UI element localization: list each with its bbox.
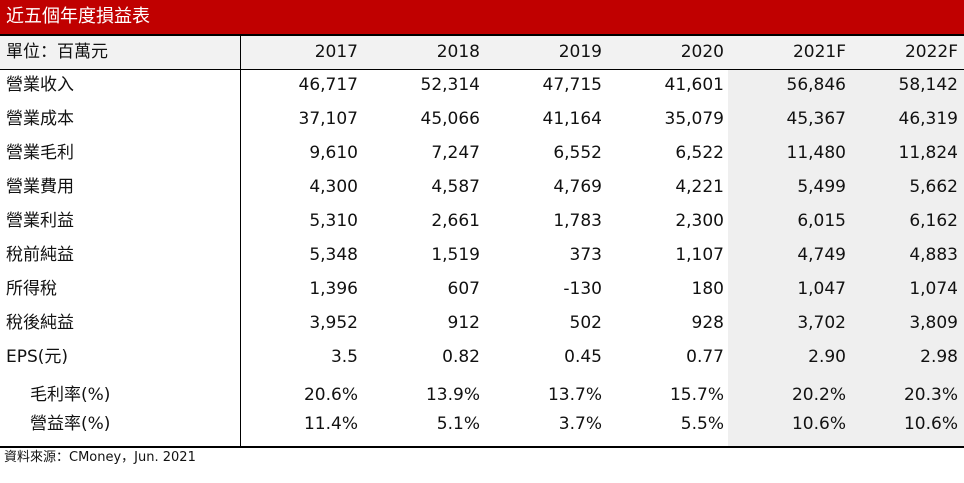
table-cell: 11,480	[786, 143, 846, 163]
table-cell: 1,074	[909, 279, 958, 299]
label-divider	[240, 36, 241, 446]
table-cell: 4,221	[675, 177, 724, 197]
table-cell: 2,300	[675, 211, 724, 231]
table-cell: 41,601	[664, 75, 724, 95]
row-label: 稅前純益	[6, 245, 74, 265]
table-cell: 5,348	[309, 245, 358, 265]
table-cell: 3,702	[797, 313, 846, 333]
table-cell: 5.5%	[680, 414, 724, 434]
table-cell: 20.6%	[303, 385, 358, 405]
table-cell: 37,107	[298, 109, 358, 129]
table-cell: 1,783	[553, 211, 602, 231]
table-cell: 20.2%	[791, 385, 846, 405]
table-cell: -130	[563, 279, 602, 299]
table-cell: 373	[569, 245, 602, 265]
header-row	[0, 36, 964, 69]
table-cell: 5,310	[309, 211, 358, 231]
table-cell: 180	[691, 279, 724, 299]
table-cell: 11,824	[898, 143, 958, 163]
table-title: 近五個年度損益表	[0, 0, 964, 34]
column-header: 2022F	[904, 42, 958, 62]
header-rule	[0, 69, 964, 70]
table-cell: 45,367	[786, 109, 846, 129]
table-cell: 11.4%	[303, 414, 358, 434]
table-cell: 1,107	[675, 245, 724, 265]
table-cell: 4,883	[909, 245, 958, 265]
table-cell: 41,164	[542, 109, 602, 129]
table-cell: 20.3%	[903, 385, 958, 405]
table-cell: 35,079	[664, 109, 724, 129]
table-cell: 56,846	[786, 75, 846, 95]
column-header: 2019	[558, 42, 602, 62]
row-label: EPS(元)	[6, 347, 69, 367]
table-cell: 2.98	[920, 347, 958, 367]
bottom-rule	[0, 446, 964, 448]
table-cell: 5.1%	[436, 414, 480, 434]
table-cell: 0.82	[442, 347, 480, 367]
table-cell: 5,662	[909, 177, 958, 197]
unit-label: 單位：百萬元	[6, 42, 108, 62]
table-cell: 0.77	[686, 347, 724, 367]
table-cell: 2.90	[808, 347, 846, 367]
source-note: 資料來源：CMoney，Jun. 2021	[4, 450, 196, 465]
table-cell: 607	[447, 279, 480, 299]
table-cell: 13.7%	[547, 385, 602, 405]
table-cell: 928	[691, 313, 724, 333]
table-cell: 46,319	[898, 109, 958, 129]
row-label: 所得稅	[6, 279, 57, 299]
table-cell: 6,162	[909, 211, 958, 231]
table-cell: 4,749	[797, 245, 846, 265]
table-cell: 6,552	[553, 143, 602, 163]
table-cell: 58,142	[898, 75, 958, 95]
table-cell: 47,715	[542, 75, 602, 95]
column-header: 2017	[314, 42, 358, 62]
table-cell: 10.6%	[791, 414, 846, 434]
table-cell: 3.7%	[558, 414, 602, 434]
table-cell: 3,952	[309, 313, 358, 333]
table-cell: 1,519	[431, 245, 480, 265]
table-cell: 3.5	[330, 347, 358, 367]
table-cell: 6,015	[797, 211, 846, 231]
row-label: 毛利率(%)	[30, 385, 111, 405]
table-cell: 4,769	[553, 177, 602, 197]
row-label: 稅後純益	[6, 313, 74, 333]
row-label: 營業毛利	[6, 143, 74, 163]
table-cell: 7,247	[431, 143, 480, 163]
table-cell: 15.7%	[669, 385, 724, 405]
table-cell: 9,610	[309, 143, 358, 163]
row-label: 營業收入	[6, 75, 74, 95]
forecast-shade	[728, 70, 964, 446]
row-label: 營業成本	[6, 109, 74, 129]
table-cell: 2,661	[431, 211, 480, 231]
table-cell: 502	[569, 313, 602, 333]
table-cell: 912	[447, 313, 480, 333]
table-cell: 46,717	[298, 75, 358, 95]
table-cell: 1,396	[309, 279, 358, 299]
table-cell: 5,499	[797, 177, 846, 197]
table-cell: 13.9%	[425, 385, 480, 405]
row-label: 營業利益	[6, 211, 74, 231]
table-cell: 6,522	[675, 143, 724, 163]
top-rule	[0, 34, 964, 36]
table-cell: 3,809	[909, 313, 958, 333]
table-cell: 4,300	[309, 177, 358, 197]
column-header: 2020	[680, 42, 724, 62]
table-cell: 52,314	[420, 75, 480, 95]
row-label: 營益率(%)	[30, 414, 111, 434]
column-header: 2021F	[792, 42, 846, 62]
table-cell: 45,066	[420, 109, 480, 129]
table-cell: 4,587	[431, 177, 480, 197]
column-header: 2018	[436, 42, 480, 62]
table-cell: 10.6%	[903, 414, 958, 434]
table-cell: 0.45	[564, 347, 602, 367]
row-label: 營業費用	[6, 177, 74, 197]
table-cell: 1,047	[797, 279, 846, 299]
